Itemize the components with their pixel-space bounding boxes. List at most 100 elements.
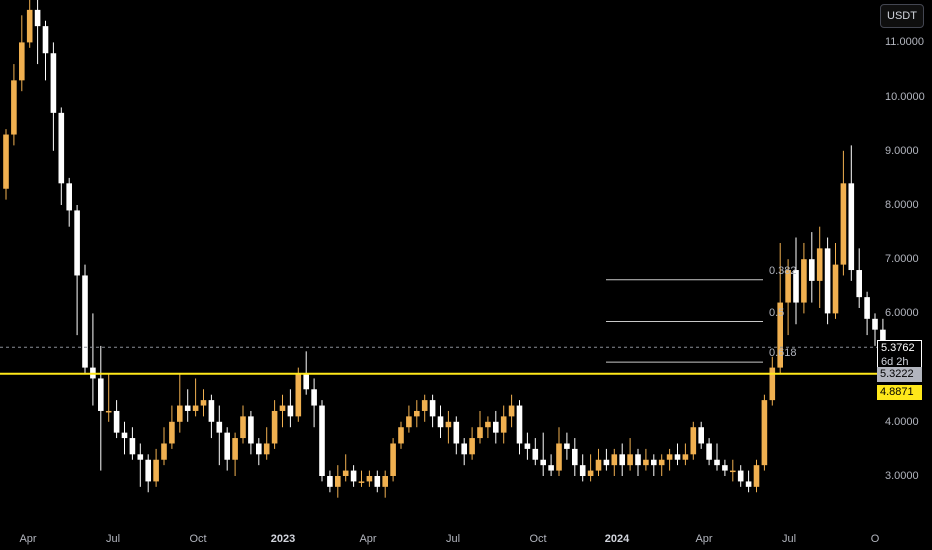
- candle-body: [540, 459, 546, 466]
- candle: [66, 177, 72, 227]
- candle-body: [737, 470, 744, 482]
- candle: [232, 432, 238, 476]
- candle: [856, 248, 862, 308]
- candle: [437, 405, 444, 439]
- candle-body: [192, 405, 199, 411]
- candle: [240, 405, 246, 444]
- candle: [256, 438, 262, 466]
- candle: [864, 291, 870, 336]
- candle: [809, 232, 815, 303]
- candle-body: [674, 454, 681, 460]
- x-tick-label: Apr: [695, 533, 713, 545]
- currency-button[interactable]: USDT: [880, 4, 924, 28]
- candle-body: [651, 459, 657, 466]
- candle: [579, 454, 586, 482]
- y-tick-label: 9.0000: [885, 144, 919, 157]
- candle-body: [801, 259, 807, 303]
- candle-body: [390, 443, 396, 476]
- candle: [429, 394, 436, 428]
- candle-body: [548, 465, 554, 471]
- candle-body: [840, 183, 847, 265]
- candle-body: [98, 378, 104, 411]
- candle: [761, 394, 768, 471]
- candle: [19, 15, 25, 92]
- overlays-group: [0, 279, 877, 375]
- candle: [698, 421, 704, 449]
- candle-body: [493, 421, 499, 433]
- y-tick-label: 8.0000: [885, 199, 919, 211]
- candle-body: [169, 421, 175, 444]
- candle-body: [240, 416, 246, 439]
- candle: [42, 20, 49, 81]
- candle-body: [603, 459, 610, 466]
- candle: [635, 448, 641, 476]
- candle-body: [769, 367, 776, 401]
- candle: [469, 427, 475, 460]
- candle-body: [105, 410, 112, 413]
- candle-body: [58, 112, 65, 184]
- candle-body: [777, 302, 783, 368]
- candle-body: [745, 481, 752, 487]
- candle-body: [137, 454, 144, 460]
- candle: [801, 242, 807, 314]
- candle-body: [658, 459, 665, 466]
- candle: [658, 454, 665, 476]
- candle: [216, 405, 223, 466]
- candle-body: [761, 400, 768, 466]
- candle-body: [263, 443, 270, 455]
- candle-body: [177, 405, 183, 422]
- candle: [342, 454, 349, 482]
- candle-body: [880, 329, 886, 346]
- candle-body: [485, 421, 491, 428]
- candle: [627, 438, 633, 471]
- candle-body: [453, 421, 460, 444]
- candle: [390, 438, 396, 482]
- candle-body: [26, 9, 33, 43]
- candle: [745, 470, 752, 493]
- candle: [398, 421, 404, 449]
- candle: [319, 400, 325, 482]
- candle: [421, 394, 428, 422]
- candle: [840, 150, 847, 276]
- candle-body: [572, 448, 578, 466]
- candle: [26, 0, 33, 48]
- y-tick-label: 11.0000: [885, 36, 924, 49]
- candles-group: [3, 0, 894, 498]
- candle-body: [816, 248, 823, 281]
- candle-body: [437, 416, 444, 428]
- candle: [832, 242, 839, 319]
- candle: [184, 389, 191, 422]
- candle-body: [500, 416, 507, 433]
- fib-label: 0.618: [769, 347, 797, 360]
- candle: [327, 470, 333, 493]
- last-price-tag: 5.3762 6d 2h: [877, 340, 922, 368]
- candle-body: [516, 405, 523, 444]
- candle: [358, 470, 365, 487]
- candle-body: [445, 421, 452, 428]
- candle: [311, 378, 317, 428]
- candle: [556, 427, 562, 476]
- candle: [121, 421, 128, 455]
- candle: [500, 405, 507, 444]
- candle-body: [690, 427, 697, 455]
- candle-body: [824, 248, 831, 314]
- candle-body: [508, 405, 515, 417]
- x-tick-label: 2023: [270, 533, 296, 545]
- candle: [493, 410, 499, 444]
- candle-body: [208, 400, 215, 422]
- candle: [461, 438, 467, 466]
- candle: [295, 367, 302, 422]
- candle-body: [793, 270, 799, 303]
- candle-body: [524, 443, 531, 449]
- candle-body: [753, 465, 760, 487]
- candle: [666, 448, 673, 471]
- candle: [540, 432, 546, 476]
- candle-body: [461, 443, 467, 455]
- candle-body: [366, 476, 373, 482]
- candle: [224, 427, 230, 471]
- candle-body: [271, 410, 278, 444]
- candle: [603, 448, 610, 471]
- candle-body: [342, 470, 349, 476]
- fib-label: 0.5: [769, 306, 785, 319]
- candle: [706, 438, 712, 466]
